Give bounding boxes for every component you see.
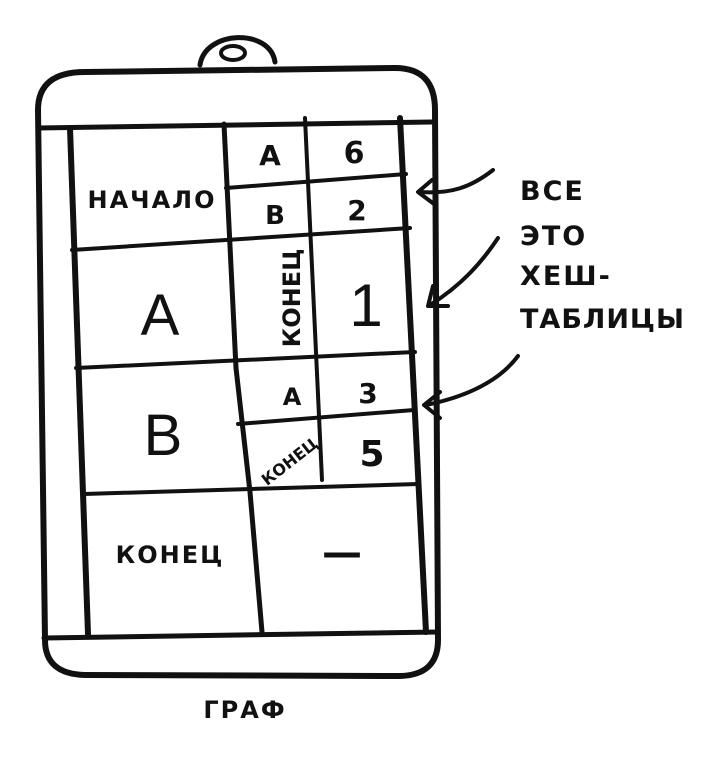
graph-table-frame	[67, 115, 429, 637]
b-neighbor-a-key: A	[283, 383, 302, 411]
annotation-line-4: ТАБЛИЦЫ	[520, 304, 685, 335]
annotation-line-1: ВСЕ	[520, 176, 585, 207]
annotation-arrows	[416, 168, 520, 420]
b-neighbor-end-weight: 5	[359, 434, 384, 475]
start-neighbor-a-weight: 6	[344, 136, 365, 171]
annotation-line-2: ЭТО	[520, 221, 587, 252]
diagram-caption: ГРАФ	[203, 696, 286, 724]
start-neighbor-b-weight: 2	[347, 194, 366, 227]
start-neighbor-b-key: B	[265, 201, 285, 231]
start-neighbor-a-key: A	[259, 139, 281, 172]
b-neighbor-end-key: КОНЕЦ	[258, 434, 322, 490]
graph-key-b: B	[144, 403, 183, 468]
end-empty-dash: —	[322, 530, 362, 576]
container-outline	[35, 35, 441, 679]
graph-key-end: КОНЕЦ	[116, 541, 225, 569]
annotation-line-3: ХЕШ-	[520, 261, 612, 292]
b-neighbor-a-weight: 3	[358, 377, 377, 410]
graph-key-a: A	[141, 283, 180, 348]
a-neighbor-end-weight: 1	[349, 272, 382, 339]
a-neighbor-end-key: КОНЕЦ	[278, 249, 306, 348]
graph-key-start: НАЧАЛО	[88, 186, 217, 214]
